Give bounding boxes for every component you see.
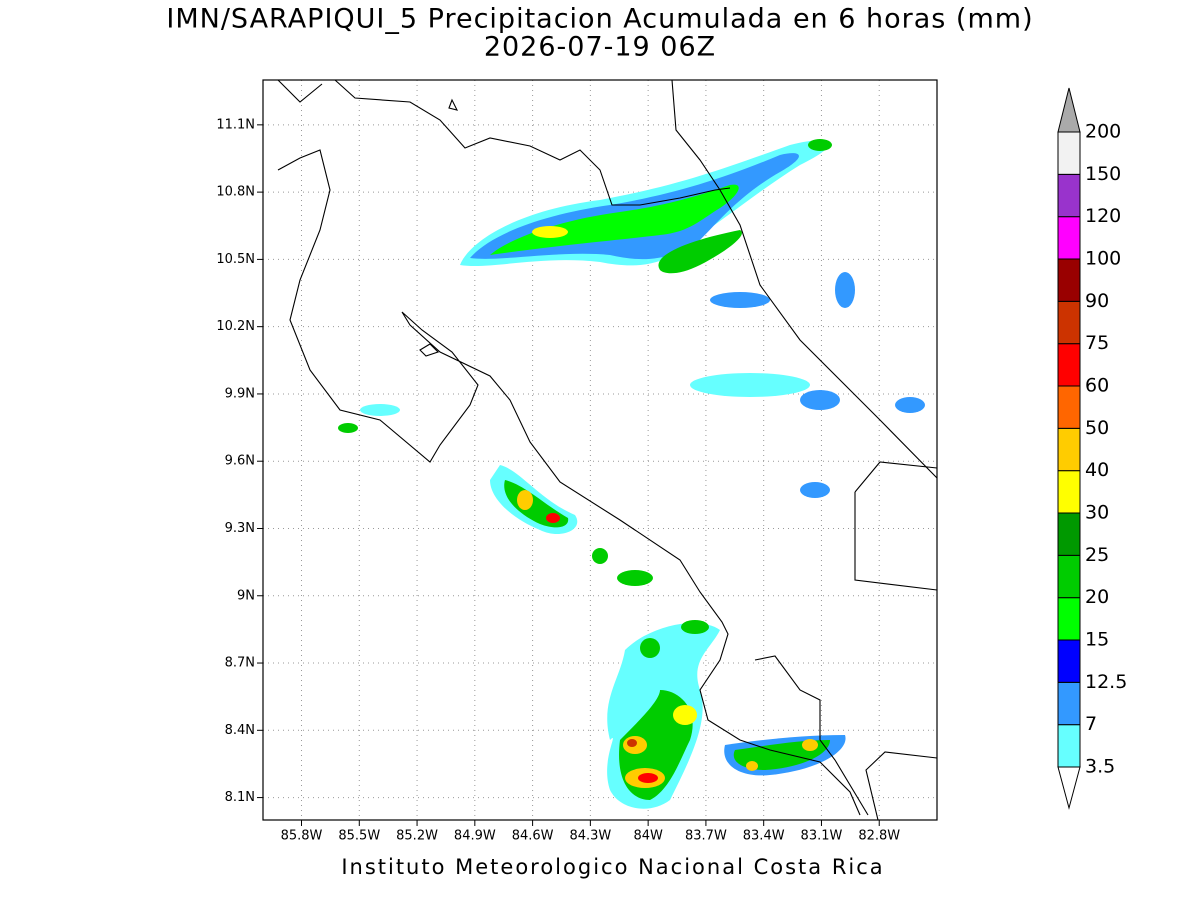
- colorbar-label: 7: [1085, 713, 1097, 735]
- rain-area: [592, 548, 608, 564]
- precipitation: [338, 139, 925, 809]
- footer: Instituto Meteorologico Nacional Costa R…: [341, 855, 884, 879]
- colorbar-box: [1057, 554, 1081, 599]
- colorbar-label: 75: [1085, 332, 1109, 354]
- colorbar-box: [1057, 173, 1081, 218]
- coastlines: [277, 79, 938, 821]
- colorbar: 3.5 7 12.5 15 20 25 30 40 50 60 75 90 100 120 150 200: [1057, 87, 1127, 810]
- rain-area: [895, 397, 925, 413]
- rain-area: [802, 739, 818, 751]
- colorbar-box: [1057, 470, 1081, 514]
- title: IMN/SARAPIQUI_5 Precipitacion Acumulada …: [166, 4, 1033, 35]
- x-tick-label: 83.4W: [743, 829, 785, 844]
- colorbar-label: 50: [1085, 417, 1109, 439]
- island: [448, 98, 459, 111]
- x-tick-label: 84.9W: [454, 829, 496, 844]
- rain-area: [627, 739, 637, 747]
- colorbar-label: 25: [1085, 544, 1109, 566]
- y-tick-label: 10.5N: [216, 252, 255, 267]
- y-tick-label: 8.4N: [225, 723, 255, 738]
- border: [865, 751, 938, 821]
- rain-area: [617, 570, 653, 586]
- grid: [263, 80, 937, 820]
- x-tick-label: 84.6W: [512, 829, 554, 844]
- coastline: [277, 149, 861, 816]
- x-tick-label: 84.3W: [569, 829, 611, 844]
- colorbar-box: [1057, 724, 1081, 768]
- colorbar-box: [1057, 343, 1081, 387]
- colorbar-box: [1057, 216, 1081, 260]
- rain-area: [835, 272, 855, 308]
- rain-area: [710, 292, 770, 308]
- rain-area: [517, 490, 533, 510]
- colorbar-label: 40: [1085, 459, 1109, 481]
- rain-area: [800, 482, 830, 498]
- colorbar-label: 100: [1085, 248, 1121, 270]
- x-tick-label: 83.1W: [801, 829, 843, 844]
- colorbar-box: [1057, 681, 1081, 726]
- coastline: [277, 79, 323, 103]
- border: [334, 79, 731, 206]
- colorbar-label: 200: [1085, 121, 1121, 143]
- y-tick-label: 9N: [237, 588, 255, 603]
- x-tick-label: 85.5W: [338, 829, 380, 844]
- colorbar-box: [1057, 639, 1081, 683]
- rain-area: [640, 638, 660, 658]
- y-tick-label: 9.3N: [225, 521, 255, 536]
- colorbar-above: [1057, 87, 1081, 133]
- colorbar-label: 20: [1085, 586, 1109, 608]
- colorbar-box: [1057, 258, 1081, 302]
- colorbar-label: 3.5: [1085, 756, 1115, 778]
- colorbar-box: [1057, 427, 1081, 472]
- subtitle: 2026-07-19 06Z: [484, 32, 716, 63]
- map-frame: [262, 79, 938, 821]
- colorbar-label: 150: [1085, 163, 1121, 185]
- rain-area: [800, 390, 840, 410]
- rain-area: [638, 773, 658, 783]
- rain-area: [681, 620, 709, 634]
- rain-area: [658, 230, 742, 274]
- colorbar-label: 30: [1085, 502, 1109, 524]
- x-tick-label: 85.8W: [281, 829, 323, 844]
- x-tick-label: 84W: [633, 829, 663, 844]
- colorbar-label: 60: [1085, 375, 1109, 397]
- coastline: [754, 655, 869, 816]
- colorbar-below: [1057, 766, 1081, 810]
- y-tick-label: 8.1N: [225, 790, 255, 805]
- y-tick-label: 10.2N: [216, 319, 255, 334]
- rain-area: [673, 705, 697, 725]
- border: [854, 492, 938, 591]
- colorbar-label: 12.5: [1085, 671, 1127, 693]
- x-tick-label: 83.7W: [685, 829, 727, 844]
- island: [419, 343, 440, 357]
- colorbar-label: 15: [1085, 629, 1109, 651]
- y-tick-label: 9.6N: [225, 454, 255, 469]
- rain-area: [532, 226, 568, 238]
- y-tick-label: 8.7N: [225, 656, 255, 671]
- colorbar-label: 90: [1085, 290, 1109, 312]
- colorbar-box: [1057, 385, 1081, 429]
- rain-area: [690, 373, 810, 397]
- rain-area: [338, 423, 358, 433]
- rain-area: [746, 761, 758, 771]
- x-tick-label: 82.8W: [858, 829, 900, 844]
- x-tick-label: 85.2W: [396, 829, 438, 844]
- colorbar-box: [1057, 131, 1081, 175]
- border: [854, 461, 938, 493]
- y-tick-label: 9.9N: [225, 386, 255, 401]
- y-tick-label: 11.1N: [216, 117, 255, 132]
- colorbar-box: [1057, 597, 1081, 641]
- colorbar-box: [1057, 300, 1081, 345]
- ticks: 85.8W 85.5W 85.2W 84.9W 84.6W 84.3W 84W 83.7W 83…: [216, 117, 900, 843]
- rain-area: [808, 139, 832, 151]
- colorbar-box: [1057, 512, 1081, 556]
- rain-area: [546, 513, 560, 523]
- rain-area: [360, 404, 400, 416]
- colorbar-label: 120: [1085, 205, 1121, 227]
- coastline: [671, 79, 938, 479]
- y-tick-label: 10.8N: [216, 185, 255, 200]
